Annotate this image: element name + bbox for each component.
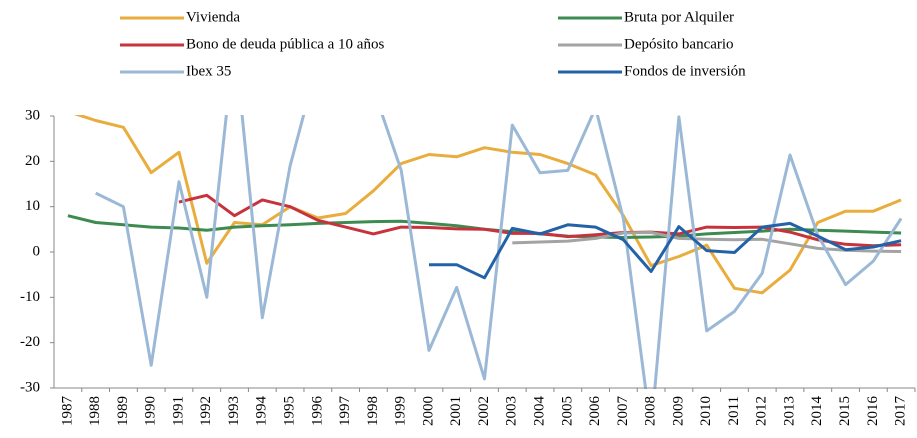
x-tick-label: 2017 bbox=[893, 396, 909, 427]
y-tick-label: -20 bbox=[20, 334, 40, 350]
x-tick-label: 1998 bbox=[365, 396, 381, 426]
x-tick-label: 2001 bbox=[448, 396, 464, 426]
x-tick-label: 2009 bbox=[670, 396, 686, 426]
series-line bbox=[178, 193, 902, 248]
x-tick-label: 1993 bbox=[226, 396, 242, 426]
x-tick-label: 2013 bbox=[781, 396, 797, 426]
legend-label: Depósito bancario bbox=[624, 36, 734, 52]
y-tick-label: 0 bbox=[33, 243, 41, 259]
legend-label: Fondos de inversión bbox=[624, 63, 746, 79]
x-tick-label: 1997 bbox=[337, 396, 353, 427]
legend-label: Bruta por Alquiler bbox=[624, 9, 734, 25]
y-tick-label: 30 bbox=[25, 107, 40, 123]
series-line bbox=[429, 221, 902, 280]
x-tick-label: 1991 bbox=[170, 396, 186, 426]
y-tick-label: -30 bbox=[20, 379, 40, 395]
series-line bbox=[512, 231, 902, 253]
x-tick-label: 2000 bbox=[420, 396, 436, 426]
x-tick-label: 2004 bbox=[531, 396, 547, 427]
x-tick-label: 1987 bbox=[59, 396, 75, 427]
x-tick-label: 2016 bbox=[865, 396, 881, 427]
x-tick-label: 1996 bbox=[309, 396, 325, 427]
x-tick-label: 1999 bbox=[393, 396, 409, 426]
x-tick-label: 2015 bbox=[837, 396, 853, 426]
x-tick-label: 2010 bbox=[698, 396, 714, 426]
x-tick-label: 1990 bbox=[143, 396, 159, 426]
legend-label: Bono de deuda pública a 10 años bbox=[186, 36, 384, 52]
x-tick-label: 2006 bbox=[587, 396, 603, 427]
x-tick-label: 2005 bbox=[559, 396, 575, 426]
x-tick-label: 2002 bbox=[476, 396, 492, 426]
x-tick-label: 2014 bbox=[809, 396, 825, 427]
x-tick-label: 2003 bbox=[504, 396, 520, 426]
series-line bbox=[73, 115, 902, 295]
y-tick-label: 20 bbox=[25, 153, 40, 169]
x-tick-label: 1992 bbox=[198, 396, 214, 426]
legend-label: Vivienda bbox=[186, 9, 240, 25]
legend-label: Ibex 35 bbox=[186, 63, 231, 79]
x-tick-label: 2011 bbox=[726, 396, 742, 425]
x-tick-label: 2008 bbox=[643, 396, 659, 426]
y-tick-label: -10 bbox=[20, 289, 40, 305]
x-tick-label: 2007 bbox=[615, 396, 631, 427]
x-tick-label: 2012 bbox=[754, 396, 770, 426]
series-line bbox=[95, 115, 903, 389]
x-tick-label: 1994 bbox=[254, 396, 270, 427]
plot-area bbox=[67, 115, 903, 389]
x-tick-label: 1989 bbox=[115, 396, 131, 426]
y-tick-label: 10 bbox=[25, 198, 40, 214]
x-tick-label: 1988 bbox=[87, 396, 103, 426]
x-tick-label: 1995 bbox=[282, 396, 298, 426]
